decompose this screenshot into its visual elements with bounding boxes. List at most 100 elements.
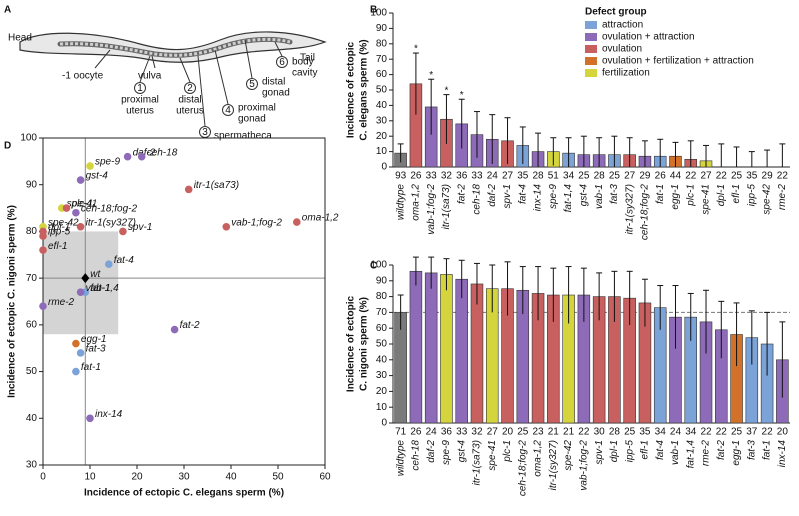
x-tick-label: 20 [131, 472, 143, 483]
count-label: 35 [746, 171, 758, 182]
x-tick-label: spe-41 [487, 440, 498, 471]
count-label: 24 [670, 427, 682, 438]
x-tick-label: fat-1 [762, 440, 773, 460]
count-label: 32 [471, 427, 483, 438]
count-label: 27 [487, 427, 499, 438]
site-label: distal [178, 95, 201, 106]
x-tick-label: spe-42 [762, 184, 773, 215]
point-label: efl-1 [48, 241, 67, 252]
count-label: 34 [685, 427, 697, 438]
legend-label: ovulation + fertilization + attraction [602, 56, 754, 67]
point-label: fat-1 [81, 362, 101, 373]
point [39, 246, 47, 254]
bar [455, 278, 468, 424]
pointer [139, 55, 151, 83]
point [293, 218, 301, 226]
x-tick-label: dpl-1 [716, 184, 727, 206]
count-label: 21 [548, 427, 560, 438]
y-tick-label: 100 [370, 260, 387, 271]
point-label: spe-9 [95, 157, 120, 168]
y-axis-label: Incidence of ectopic [346, 41, 357, 138]
point-label: fat-3 [86, 344, 106, 355]
x-tick-label: 60 [319, 472, 331, 483]
legend-swatch [585, 21, 597, 29]
x-tick-label: wildtype [395, 440, 406, 477]
count-label: 26 [410, 427, 422, 438]
x-tick-label: egg-1 [731, 440, 742, 466]
count-label: 28 [532, 171, 544, 182]
point [86, 162, 94, 170]
point [81, 273, 90, 284]
x-tick-label: fat-1,4 [685, 440, 696, 469]
site-label: proximal [238, 103, 276, 114]
legend-swatch [585, 33, 597, 41]
point-label: dpl-1 [48, 222, 70, 233]
x-tick-label: oma-1,2 [411, 184, 422, 221]
point [184, 185, 193, 194]
point-label: plc-1 [71, 199, 94, 210]
x-tick-label: 0 [40, 472, 46, 483]
count-label: 20 [502, 427, 514, 438]
count-label: 27 [700, 171, 712, 182]
count-label: 36 [441, 427, 453, 438]
point [123, 152, 132, 161]
x-tick-label: itr-1(sa73) [441, 184, 452, 229]
site-label: gonad [262, 88, 290, 99]
significance-marker: * [414, 44, 418, 55]
legend-swatch [585, 45, 597, 53]
count-label: 22 [685, 171, 697, 182]
pointer [151, 55, 156, 69]
count-label: 33 [426, 171, 438, 182]
gonad-inner [59, 37, 291, 57]
point [222, 222, 231, 231]
x-tick-label: fat-4 [655, 440, 666, 460]
point [39, 302, 47, 310]
legend-swatch [585, 57, 597, 65]
point-label: spe-41 [67, 199, 98, 210]
y-tick-label: 50 [376, 85, 388, 96]
x-tick-label: 40 [225, 472, 237, 483]
shaded-region [43, 231, 119, 335]
x-tick-label: fat-3 [609, 184, 620, 204]
y-tick-label: 20 [376, 386, 388, 397]
point-label: spv-1 [128, 222, 152, 233]
y-tick-label: 70 [376, 307, 388, 318]
y-tick-label: 0 [381, 418, 387, 429]
x-tick-label: efl-1 [640, 440, 651, 459]
y-tick-label: 30 [26, 460, 38, 471]
y-tick-label: 60 [376, 323, 388, 334]
point-label: vab-1 [86, 283, 111, 294]
x-tick-label: itr-1(sy327) [624, 184, 635, 234]
bar [409, 271, 423, 424]
site-circle [184, 82, 196, 94]
y-tick-label: 40 [376, 100, 388, 111]
count-label: 20 [777, 427, 789, 438]
point [76, 349, 85, 357]
count-label: 28 [609, 427, 621, 438]
point [39, 232, 47, 240]
pointer [274, 41, 283, 57]
x-tick-label: inx-14 [533, 184, 544, 212]
point [137, 152, 146, 161]
y-tick-label: 20 [376, 131, 388, 142]
y-tick-label: 80 [376, 291, 388, 302]
x-tick-label: efl-1 [731, 184, 742, 203]
legend-label: ovulation [602, 44, 642, 55]
x-tick-label: inx-14 [777, 440, 788, 468]
x-tick-label: rme-2 [777, 184, 788, 211]
y-tick-label: 10 [376, 402, 388, 413]
y-tick-label: 70 [376, 54, 388, 65]
count-label: 22 [700, 427, 712, 438]
site-label: gonad [238, 114, 266, 125]
x-tick-label: 30 [178, 472, 190, 483]
site-label: uterus [176, 106, 204, 117]
count-label: 93 [395, 171, 407, 182]
point-label: spe-42 [48, 217, 79, 228]
y-axis-label: Incidence of ectopic C. nigoni sperm (%) [7, 205, 18, 398]
x-tick-label: oma-1,2 [533, 440, 544, 477]
diagram-label: -1 oocyte [62, 71, 104, 82]
y-tick-label: 60 [376, 69, 388, 80]
significance-marker: * [429, 70, 433, 81]
x-tick-label: plc-1 [685, 184, 696, 207]
